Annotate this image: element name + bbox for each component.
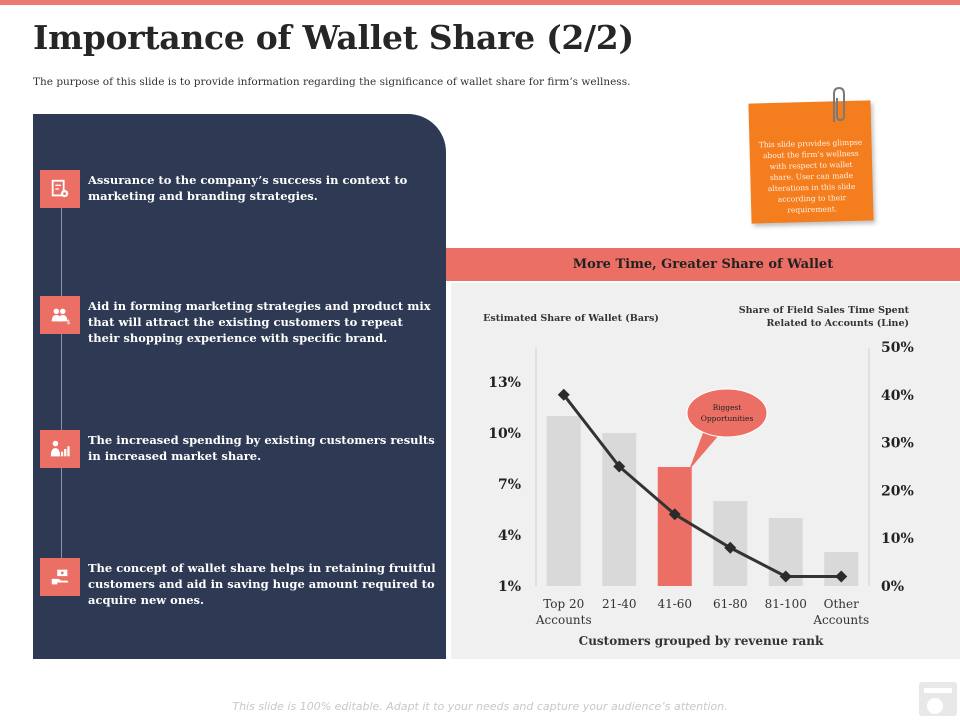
callout-pointer (689, 433, 719, 470)
point-4: The concept of wallet share helps in ret… (40, 558, 440, 618)
right-axis-title-line2: Related to Accounts (Line) (767, 318, 909, 329)
paperclip-icon (833, 86, 845, 122)
point-text: The concept of wallet share helps in ret… (88, 561, 436, 607)
line-point (557, 388, 570, 401)
left-tick-label: 13% (488, 375, 521, 391)
bar (657, 467, 692, 586)
point-3: The increased spending by existing custo… (40, 430, 440, 490)
x-tick-label: Accounts (535, 613, 592, 627)
callout-text: Biggest (713, 403, 742, 412)
x-tick-label: 21-40 (602, 597, 637, 611)
right-tick-label: 0% (881, 579, 904, 595)
point-2: $ Aid in forming marketing strategies an… (40, 296, 440, 356)
bar (546, 416, 581, 586)
x-tick-label: Other (824, 597, 859, 611)
document-gear-icon (40, 170, 80, 208)
x-axis-title: Customers grouped by revenue rank (579, 634, 824, 648)
x-tick-label: 81-100 (765, 597, 807, 611)
right-tick-label: 50% (881, 340, 914, 356)
svg-text:$: $ (66, 318, 70, 326)
left-panel (33, 114, 446, 659)
footer-note: This slide is 100% editable. Adapt it to… (232, 700, 728, 713)
callout-bubble (686, 388, 768, 438)
chart-header: More Time, Greater Share of Wallet (446, 248, 960, 281)
point-1: Assurance to the company’s success in co… (40, 170, 440, 230)
sticky-note: This slide provides glimpse about the fi… (748, 100, 874, 224)
slide-title: Importance of Wallet Share (2/2) (33, 18, 634, 57)
point-text: Aid in forming marketing strategies and … (88, 299, 431, 345)
point-text: The increased spending by existing custo… (88, 433, 435, 463)
sticky-note-text: This slide provides glimpse about the fi… (758, 137, 863, 215)
chart-area: Estimated Share of Wallet (Bars) Share of… (451, 283, 960, 659)
right-tick-label: 30% (881, 436, 914, 452)
point-text: Assurance to the company’s success in co… (88, 173, 408, 203)
line-point (724, 541, 737, 554)
top-accent-stripe (0, 0, 960, 5)
people-dollar-icon: $ (40, 296, 80, 334)
right-axis-title-line1: Share of Field Sales Time Spent (739, 305, 910, 316)
line-point (668, 508, 681, 521)
left-tick-label: 10% (488, 426, 521, 442)
left-axis-title: Estimated Share of Wallet (Bars) (483, 313, 659, 324)
line-point (613, 460, 626, 473)
line-point (835, 570, 848, 583)
right-tick-label: 10% (881, 531, 914, 547)
left-tick-label: 7% (498, 477, 521, 493)
left-tick-label: 4% (498, 528, 521, 544)
line-point (779, 570, 792, 583)
camera-logo-icon (919, 682, 957, 716)
hand-money-icon (40, 558, 80, 596)
share-of-time-line (562, 393, 842, 578)
callout-text: Opportunities (701, 414, 754, 423)
wallet-share-chart: Estimated Share of Wallet (Bars) Share of… (483, 305, 914, 648)
x-tick-label: 61-80 (713, 597, 748, 611)
person-growth-chart-icon (40, 430, 80, 468)
right-tick-label: 20% (881, 483, 914, 499)
x-tick-label: 41-60 (657, 597, 692, 611)
right-tick-label: 40% (881, 388, 914, 404)
timeline-connector (61, 190, 62, 580)
slide-subtitle: The purpose of this slide is to provide … (33, 76, 631, 88)
bar (602, 433, 637, 586)
left-tick-label: 1% (498, 579, 521, 595)
x-tick-label: Accounts (812, 613, 869, 627)
x-tick-label: Top 20 (543, 597, 584, 611)
